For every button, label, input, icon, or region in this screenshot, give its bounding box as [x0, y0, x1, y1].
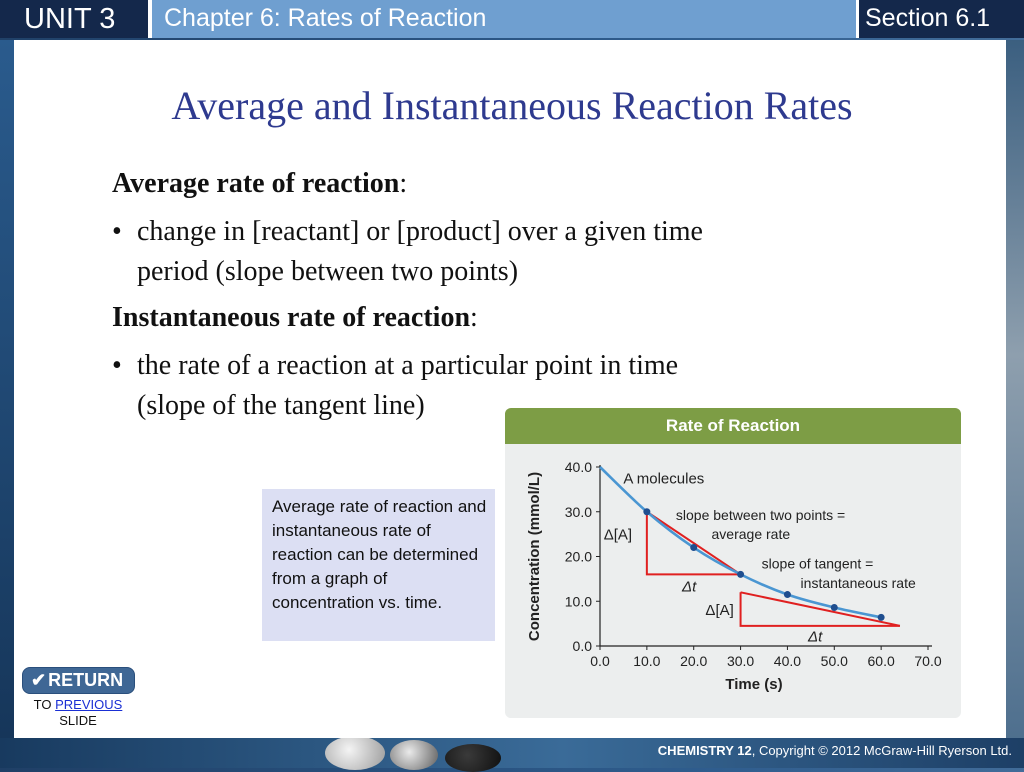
instantaneous-rate-heading: Instantaneous rate of reaction:: [112, 298, 872, 338]
series-label: A molecules: [623, 471, 704, 488]
bullet-line: period (slope between two points): [137, 256, 519, 287]
copyright-footer: CHEMISTRY 12, Copyright © 2012 McGraw-Hi…: [658, 743, 1012, 758]
molecule-decoration: [445, 744, 501, 772]
course-name: CHEMISTRY 12: [657, 743, 752, 758]
x-axis-title: Time (s): [725, 676, 782, 693]
average-rate-term: Average rate of reaction: [112, 168, 400, 199]
previous-slide-link[interactable]: PREVIOUS: [55, 697, 123, 712]
delta-a-label: Δ[A]: [604, 526, 632, 543]
data-point: [830, 604, 838, 612]
copyright-text: , Copyright © 2012 McGraw-Hill Ryerson L…: [751, 743, 1012, 758]
chapter-label: Chapter 6: Rates of Reaction: [152, 0, 856, 38]
right-background-strip: [1006, 40, 1024, 740]
secant-annotation: average rate: [712, 526, 791, 542]
chart-title: Rate of Reaction: [505, 408, 961, 444]
secant-line: [646, 510, 742, 576]
slide-title: Average and Instantaneous Reaction Rates: [171, 83, 853, 128]
data-point: [690, 544, 698, 552]
bullet-dot: •: [112, 216, 122, 247]
x-tick-label: 70.0: [914, 653, 941, 669]
x-tick-label: 30.0: [727, 653, 754, 669]
y-tick-label: 40.0: [565, 459, 592, 475]
instantaneous-rate-bullet: • the rate of a reaction at a particular…: [112, 346, 872, 426]
average-rate-bullet: • change in [reactant] or [product] over…: [112, 212, 872, 292]
data-point: [783, 591, 791, 599]
x-tick-label: 50.0: [821, 653, 848, 669]
delta-t-label: Δt: [681, 578, 697, 595]
bullet-line: (slope of the tangent line): [137, 390, 425, 421]
section-label: Section 6.1: [859, 0, 1024, 38]
slide-body: Average rate of reaction: • change in [r…: [112, 164, 872, 432]
tangent-annotation: slope of tangent =: [762, 556, 874, 572]
colon: :: [470, 302, 478, 333]
colon: :: [399, 168, 408, 199]
molecule-decoration: [390, 740, 438, 770]
return-to-text: TO: [33, 697, 52, 712]
y-tick-label: 10.0: [565, 593, 592, 609]
delta-a-label: Δ[A]: [705, 602, 733, 619]
unit-label: UNIT 3: [0, 0, 148, 38]
chart-plot: 0.0 10.0 20.0 30.0 40.0 50.0 60.0 70.0 0.0 10.0 20…: [526, 459, 942, 693]
return-label: RETURN: [48, 670, 124, 690]
left-background-strip: [0, 40, 14, 740]
x-tick-label: 20.0: [680, 653, 707, 669]
y-tick-label: 30.0: [565, 504, 592, 520]
y-tick-label: 20.0: [565, 549, 592, 565]
bullet-line: change in [reactant] or [product] over a…: [137, 216, 703, 247]
header-divider: [148, 0, 152, 38]
tangent-line: [740, 591, 901, 627]
bottom-background-strip: [0, 736, 1024, 772]
y-axis-title: Concentration (mmol/L): [526, 472, 543, 641]
data-point: [737, 570, 745, 578]
bullet-dot: •: [112, 350, 122, 381]
data-point: [877, 613, 885, 621]
average-rate-heading: Average rate of reaction:: [112, 164, 872, 204]
secant-triangle-legs: [645, 511, 741, 576]
instantaneous-rate-term: Instantaneous rate of reaction: [112, 302, 471, 333]
rate-of-reaction-chart: Rate of Reaction 0.0 10.0 20.0 30.0 40.0 50.0…: [505, 408, 961, 718]
graph-callout: Average rate of reaction and instantaneo…: [262, 489, 495, 641]
tangent-triangle-legs: [739, 592, 900, 627]
y-tick-label: 0.0: [573, 638, 593, 654]
check-icon: ✔: [31, 670, 47, 690]
data-point: [643, 508, 651, 516]
x-tick-label: 10.0: [633, 653, 660, 669]
return-button[interactable]: ✔ RETURN: [22, 667, 135, 694]
return-slide-text: SLIDE: [59, 713, 97, 728]
return-caption: TO PREVIOUS SLIDE: [20, 697, 136, 729]
x-tick-label: 0.0: [590, 653, 610, 669]
x-tick-label: 60.0: [868, 653, 895, 669]
secant-annotation: slope between two points =: [676, 507, 845, 523]
x-tick-label: 40.0: [774, 653, 801, 669]
header-divider: [856, 0, 859, 38]
tangent-annotation: instantaneous rate: [801, 575, 916, 591]
molecule-decoration: [325, 736, 385, 770]
delta-t-label: Δt: [807, 629, 823, 646]
bullet-line: the rate of a reaction at a particular p…: [137, 350, 679, 381]
